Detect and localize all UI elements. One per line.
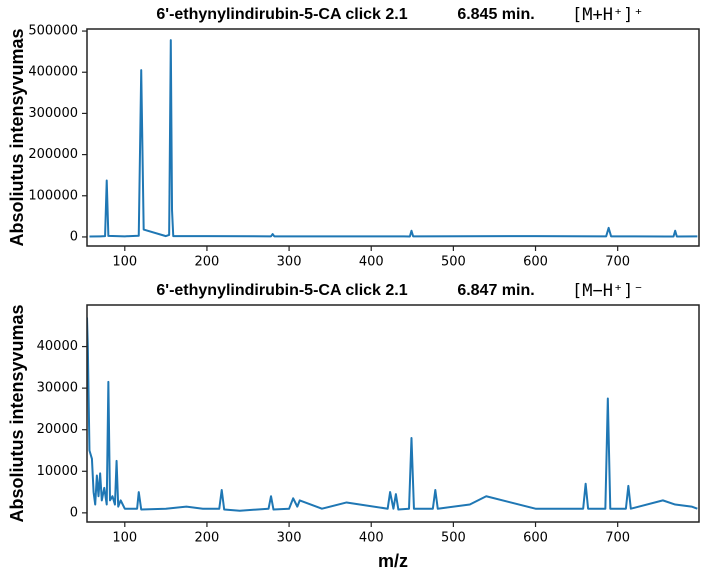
x-tick-label: 600 xyxy=(523,531,548,546)
x-tick-label: 300 xyxy=(277,531,302,546)
x-tick-label: 500 xyxy=(441,255,466,270)
y-axis-label: Absoliutus intensyvumas xyxy=(7,28,27,246)
x-tick-label: 700 xyxy=(605,531,630,546)
x-tick-label: 400 xyxy=(359,255,384,270)
x-tick-label: 300 xyxy=(277,255,302,270)
x-tick-label: 200 xyxy=(195,255,220,270)
y-tick-label: 500000 xyxy=(28,24,78,39)
y-tick-label: 20000 xyxy=(37,422,78,437)
y-tick-label: 30000 xyxy=(37,381,78,396)
chart-title: 6'-ethynylindirubin-5-CA click 2.1 xyxy=(156,6,407,23)
ion-label: [M−H⁺]⁻ xyxy=(572,281,644,301)
y-tick-label: 100000 xyxy=(28,188,78,203)
x-axis-label: m/z xyxy=(378,551,408,571)
y-tick-label: 40000 xyxy=(37,339,78,354)
y-tick-label: 10000 xyxy=(37,464,78,479)
x-tick-label: 500 xyxy=(441,531,466,546)
x-tick-label: 600 xyxy=(523,255,548,270)
ion-label: [M+H⁺]⁺ xyxy=(572,5,644,25)
x-tick-label: 700 xyxy=(605,255,630,270)
chart-title: 6'-ethynylindirubin-5-CA click 2.1 xyxy=(156,282,407,299)
retention-time: 6.847 min. xyxy=(457,282,534,299)
y-tick-label: 0 xyxy=(70,505,78,520)
x-tick-label: 100 xyxy=(112,255,137,270)
x-tick-label: 200 xyxy=(195,531,220,546)
retention-time: 6.845 min. xyxy=(457,6,534,23)
axes-frame xyxy=(86,304,700,523)
y-axis-label: Absoliutus intensyvumas xyxy=(7,304,27,522)
axes-frame xyxy=(86,28,700,247)
x-tick-label: 100 xyxy=(112,531,137,546)
y-tick-label: 400000 xyxy=(28,65,78,80)
x-tick-label: 400 xyxy=(359,531,384,546)
spectrum-line xyxy=(87,317,698,512)
y-tick-label: 200000 xyxy=(28,147,78,162)
y-tick-label: 0 xyxy=(70,229,78,244)
spectrum-line xyxy=(89,39,698,238)
y-tick-label: 300000 xyxy=(28,106,78,121)
